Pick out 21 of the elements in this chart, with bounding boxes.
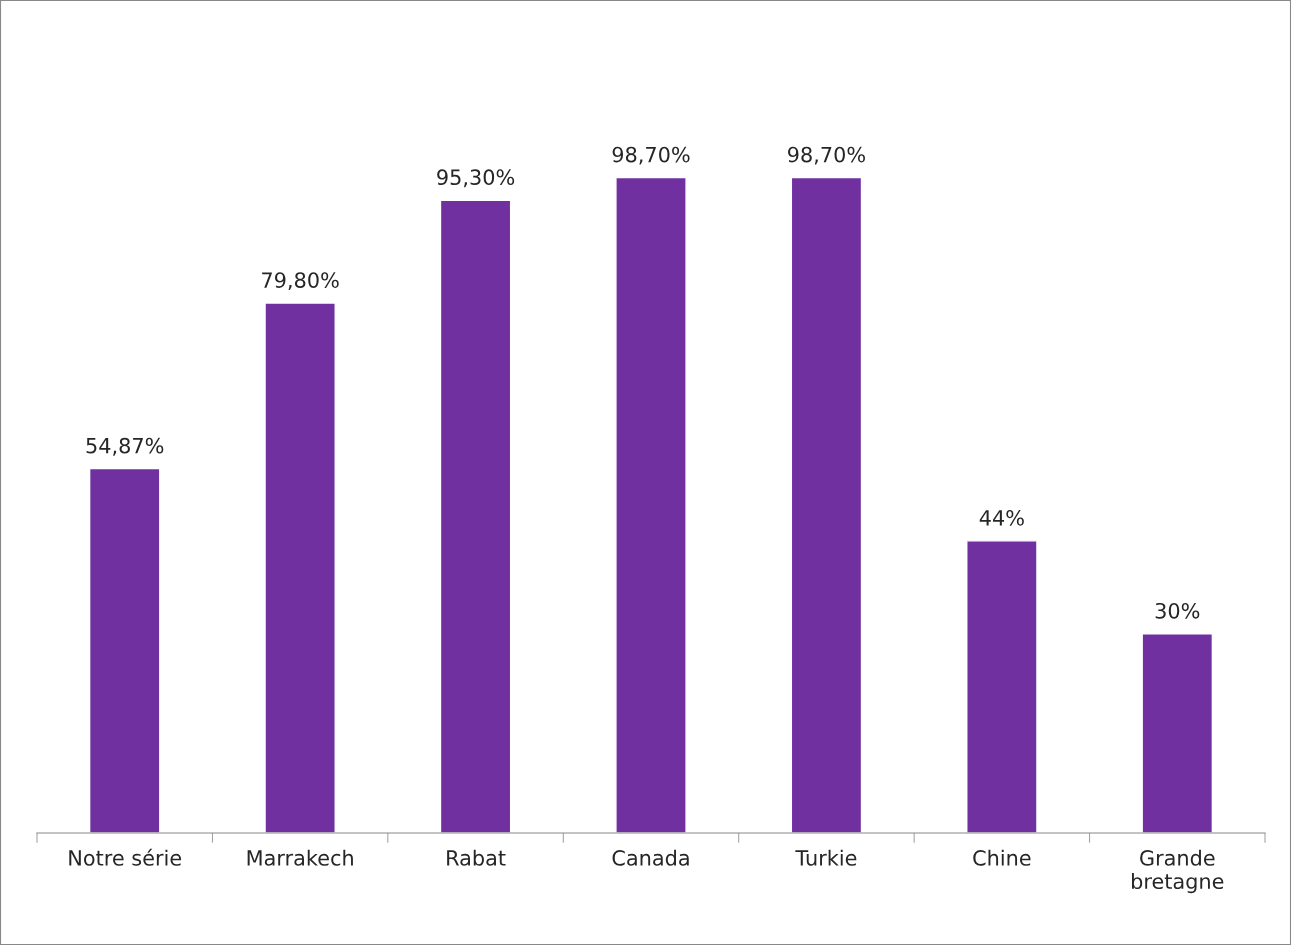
data-label: 79,80%	[262, 272, 339, 291]
data-label: 54,87%	[86, 437, 164, 456]
bar	[439, 199, 512, 833]
data-label: 30%	[1155, 602, 1200, 619]
bar	[615, 176, 687, 833]
data-label: 98,70%	[612, 146, 690, 165]
x-tick-label: Marrakech	[247, 849, 353, 866]
x-tick-label: Rabat	[447, 849, 506, 866]
x-tick-label: Turkie	[795, 849, 857, 866]
data-label: 95,30%	[437, 169, 515, 188]
bar	[966, 540, 1038, 833]
bar	[88, 467, 161, 833]
x-tick-label: Chine	[973, 849, 1031, 866]
bar	[1141, 633, 1214, 833]
x-tick-label: Notre série	[69, 848, 182, 866]
bar	[264, 302, 336, 833]
bar	[790, 176, 863, 833]
x-tick-label: Grande bretagne	[1132, 849, 1224, 894]
data-label: 98,70%	[788, 146, 865, 165]
x-tick-label: Canada	[612, 849, 689, 866]
data-label: 44%	[979, 509, 1024, 526]
